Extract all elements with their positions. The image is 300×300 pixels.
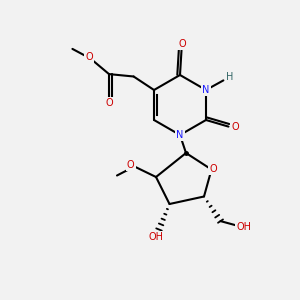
Text: O: O [85,52,93,62]
Text: O: O [231,122,239,132]
Text: O: O [178,39,186,49]
Text: N: N [202,85,210,95]
Text: O: O [209,164,217,174]
Text: N: N [176,130,184,140]
Text: OH: OH [236,222,251,232]
Text: O: O [127,160,135,170]
Text: O: O [105,98,113,108]
Text: H: H [226,72,234,82]
Text: OH: OH [148,232,164,242]
